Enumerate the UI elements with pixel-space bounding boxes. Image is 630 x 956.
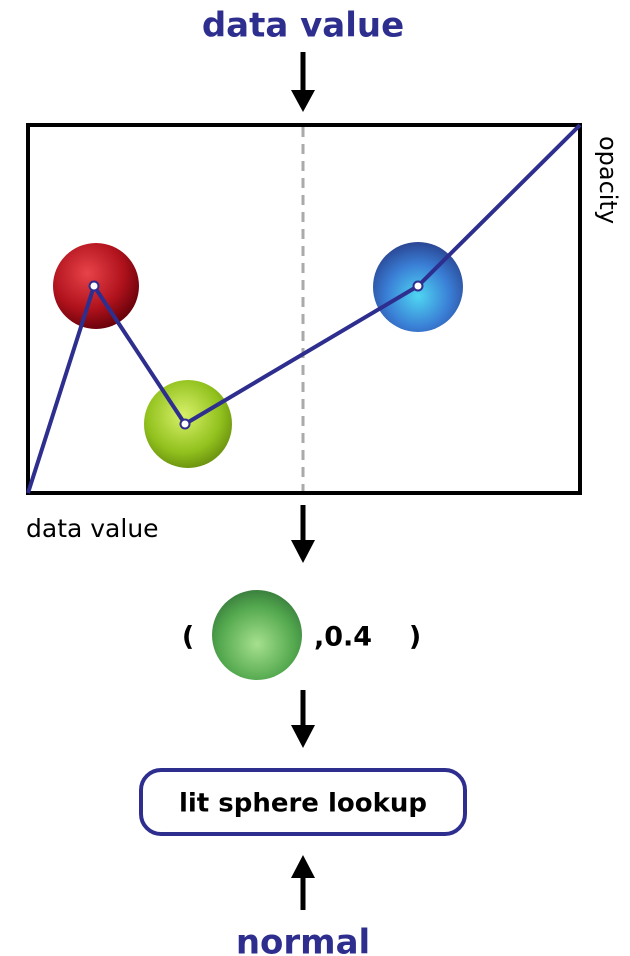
arrow-head	[291, 855, 315, 878]
arrow-head	[291, 725, 315, 748]
input-label: data value	[202, 6, 404, 46]
opacity-value: ,0.4	[314, 622, 372, 653]
y-axis-label: opacity	[594, 136, 622, 224]
diagram: data value opacity data value ( ,0.4 ) l…	[0, 0, 630, 956]
arrow-head	[291, 90, 315, 112]
arrow-head	[291, 540, 315, 563]
lookup-label: lit sphere lookup	[179, 789, 427, 819]
x-axis-label: data value	[26, 514, 159, 543]
control-point	[90, 282, 99, 291]
control-point	[414, 282, 423, 291]
control-point	[181, 420, 190, 429]
normal-label: normal	[236, 923, 370, 956]
page: data value opacity data value ( ,0.4 ) l…	[0, 0, 630, 956]
paren-open: (	[182, 622, 194, 653]
output-sphere	[212, 590, 302, 680]
paren-close: )	[409, 622, 421, 653]
